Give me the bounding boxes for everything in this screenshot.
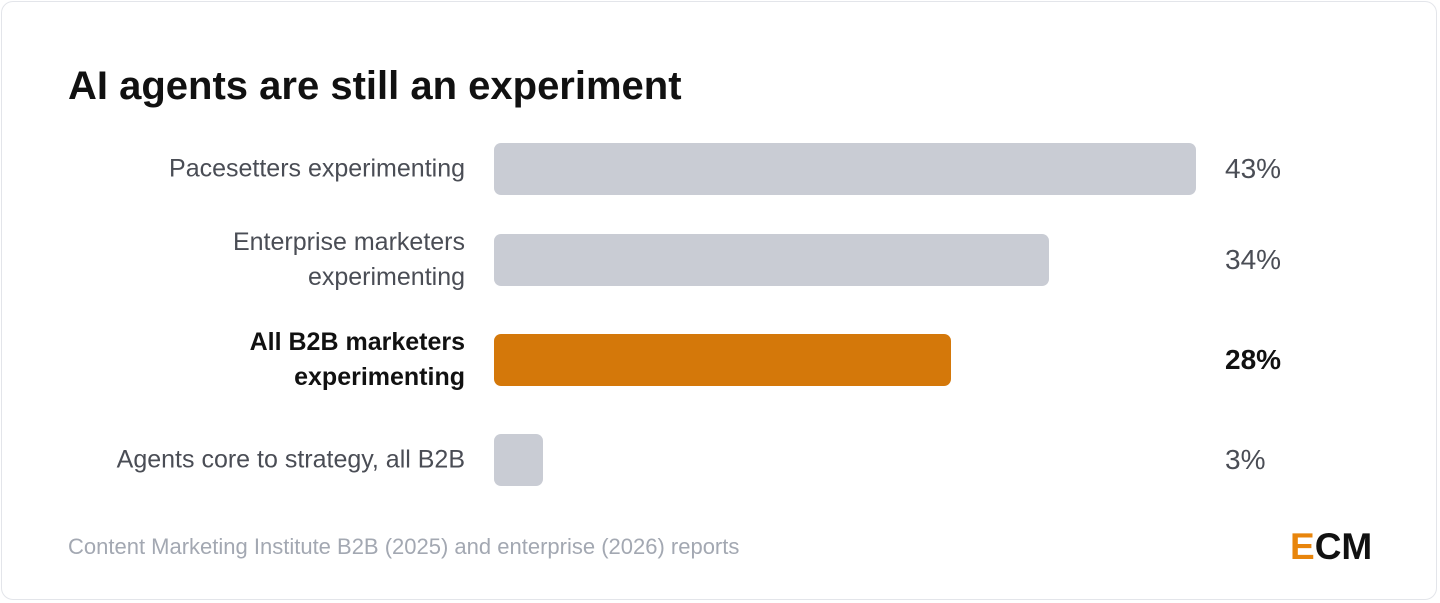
logo-letters-cm: CM bbox=[1314, 526, 1373, 567]
ecm-logo: ECM bbox=[1290, 526, 1372, 568]
source-note: Content Marketing Institute B2B (2025) a… bbox=[68, 534, 740, 559]
logo-letter-e: E bbox=[1290, 526, 1315, 567]
chart-title: AI agents are still an experiment bbox=[68, 64, 682, 108]
